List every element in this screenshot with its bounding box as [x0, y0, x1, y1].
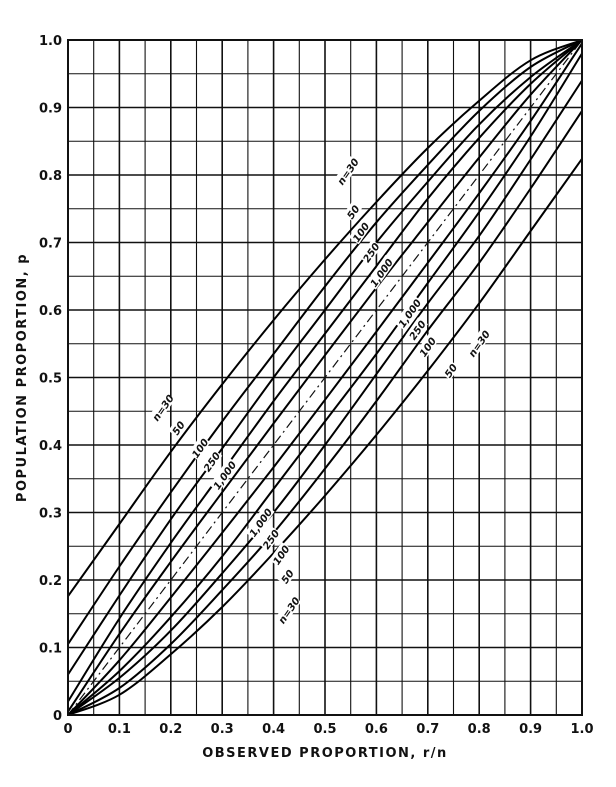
y-tick-label: 0.3 — [39, 507, 62, 522]
curve-label-background — [188, 435, 211, 461]
curve-label-background — [269, 541, 292, 567]
curve-labels: n=30501002501,000n=30501002501,0001,0002… — [149, 156, 493, 626]
curve-label-background — [209, 457, 239, 493]
x-tick-label: 0.5 — [313, 722, 336, 737]
y-axis-title: POPULATION PROPORTION, p — [15, 253, 30, 502]
y-tick-label: 0 — [53, 709, 62, 724]
curve-label-background — [334, 156, 361, 186]
curve-label-background — [342, 201, 362, 222]
y-tick-label: 0.8 — [39, 169, 62, 184]
curve-label-background — [440, 360, 460, 381]
curve-lower-n100 — [67, 79, 583, 716]
curve-label-background — [275, 594, 302, 625]
y-tick-label: 0.5 — [39, 372, 62, 387]
x-tick-label: 0.6 — [365, 722, 388, 737]
curve-label-background — [415, 334, 439, 360]
grid — [68, 40, 582, 715]
plot-frame — [67, 39, 583, 716]
curve-label: 50 — [280, 568, 297, 586]
curve-label-background — [277, 566, 297, 587]
curve-lower-n1000 — [67, 42, 583, 716]
y-tick-label: 0.1 — [39, 642, 62, 657]
curve-label-background — [394, 295, 424, 331]
curve-lower-n250 — [67, 52, 583, 716]
x-tick-label: 0.3 — [211, 722, 234, 737]
x-tick-label: 0.9 — [519, 722, 542, 737]
curve-upper-n250 — [67, 39, 583, 703]
diagonal-reference-line — [67, 39, 583, 716]
y-tick-label: 0.6 — [39, 304, 62, 319]
x-tick-label: 0.2 — [159, 722, 182, 737]
y-tick-label: 1.0 — [39, 34, 62, 49]
x-tick-label: 0.1 — [108, 722, 131, 737]
curve-label-background — [405, 317, 428, 343]
y-tick-label: 0.7 — [39, 237, 62, 252]
x-tick-label: 0.7 — [416, 722, 439, 737]
y-tick-label: 0.4 — [39, 439, 62, 454]
curve-label-background — [199, 448, 223, 474]
x-tick-labels: 0 0.1 0.2 0.3 0.4 0.5 0.6 0.7 0.8 0.9 1.0 — [63, 722, 593, 737]
curve-label-background — [359, 239, 382, 265]
x-tick-label: 0.4 — [262, 722, 285, 737]
y-tick-label: 0.9 — [39, 102, 62, 117]
x-tick-label: 0.8 — [468, 722, 491, 737]
y-tick-label: 0.2 — [39, 574, 62, 589]
curve-label-background — [149, 392, 176, 423]
curve-upper-n1000 — [67, 39, 583, 713]
curve-label-background — [348, 219, 372, 245]
curve-upper-nn30 — [67, 39, 583, 597]
x-tick-label: 0 — [63, 722, 72, 737]
curves — [67, 39, 583, 716]
x-axis-title: OBSERVED PROPORTION, r/n — [202, 746, 448, 761]
curve-label-background — [245, 504, 275, 540]
curve-lower-nn30 — [67, 158, 583, 716]
curve-lower-n50 — [67, 110, 583, 716]
curve-label: 50 — [171, 420, 188, 438]
curve-upper-n50 — [67, 39, 583, 645]
curve-label-background — [465, 328, 492, 359]
x-tick-label: 1.0 — [570, 722, 593, 737]
curve-label-background — [168, 417, 188, 438]
y-tick-labels: 0 0.1 0.2 0.3 0.4 0.5 0.6 0.7 0.8 0.9 1.0 — [39, 34, 62, 724]
curve-label-background — [258, 526, 282, 552]
curve-upper-n100 — [67, 39, 583, 676]
curve-label-background — [366, 254, 396, 290]
